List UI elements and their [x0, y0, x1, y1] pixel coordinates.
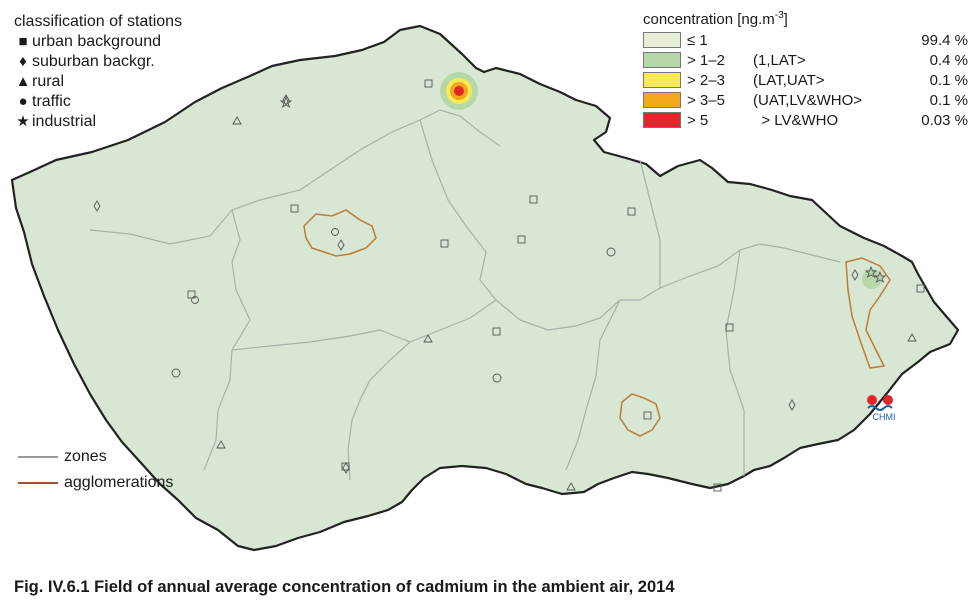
class-range: ≤ 1 [687, 31, 708, 49]
station-industrial [279, 95, 293, 109]
hotspot-ostrava [862, 269, 882, 289]
station-rural [232, 116, 242, 125]
station-suburban [851, 269, 859, 281]
zone-line-sample [18, 456, 58, 458]
station-urban-background [492, 327, 501, 336]
color-swatch [643, 52, 681, 68]
legend-item-urban-background: ■ urban background [14, 32, 182, 52]
station-traffic [331, 228, 339, 236]
concentration-class-row: > 5 > LV&WHO 0.03 % [643, 110, 968, 130]
station-suburban [93, 200, 101, 212]
station-traffic [606, 247, 616, 257]
legend-label: zones [64, 448, 107, 465]
agglomeration-prague [303, 209, 377, 257]
rural-icon: ▲ [15, 73, 31, 90]
legend-item-traffic: ● traffic [14, 92, 182, 112]
suburban-icon: ♦ [19, 53, 27, 70]
legend-item-suburban: ♦ suburban backgr. [14, 52, 182, 72]
agglomeration-ostrava [845, 257, 891, 369]
class-percent: 0.1 % [929, 71, 968, 89]
boundary-legend: zones agglomerations [18, 444, 173, 496]
station-legend-title: classification of stations [14, 13, 183, 30]
color-swatch [643, 112, 681, 128]
class-range: > 5 [687, 111, 709, 129]
station-rural [907, 333, 917, 342]
station-traffic [492, 373, 502, 383]
station-rural [423, 334, 433, 343]
station-urban-background [725, 323, 734, 332]
station-suburban [342, 462, 350, 474]
class-range: > 3–5 [687, 91, 725, 109]
station-urban-background [290, 204, 299, 213]
color-swatch [643, 72, 681, 88]
chmi-logo-icon [867, 395, 893, 411]
class-limit: (UAT,LV&WHO> [753, 91, 863, 109]
class-percent: 0.1 % [929, 91, 968, 109]
class-percent: 0.03 % [921, 111, 968, 129]
legend-label: traffic [32, 93, 71, 110]
station-suburban [337, 239, 345, 251]
industrial-icon: ★ [16, 113, 30, 130]
legend-label: industrial [32, 113, 97, 130]
station-urban-background [424, 79, 433, 88]
legend-label: agglomerations [64, 474, 174, 491]
station-industrial [864, 265, 878, 279]
hotspot-north-core [454, 86, 464, 96]
station-urban-background [187, 290, 196, 299]
color-swatch [643, 32, 681, 48]
class-range: > 2–3 [687, 71, 725, 89]
agglomeration-boundaries [303, 209, 891, 437]
station-urban-background [529, 195, 538, 204]
class-percent: 0.4 % [929, 51, 968, 69]
station-urban-background [713, 483, 722, 492]
figure-caption: Fig. IV.6.1 Field of annual average conc… [14, 578, 675, 596]
station-urban-background [643, 411, 652, 420]
station-urban-background [627, 207, 636, 216]
station-traffic [191, 296, 199, 304]
chmi-logo: CHMI [862, 392, 906, 422]
concentration-class-row: > 2–3 (LAT,UAT> 0.1 % [643, 70, 968, 90]
legend-item-agglomerations: agglomerations [18, 470, 173, 496]
station-suburban [788, 399, 796, 411]
color-swatch [643, 92, 681, 108]
legend-label: suburban backgr. [32, 53, 155, 70]
class-percent: 99.4 % [921, 31, 968, 49]
concentration-legend-title: concentration [ng.m-3] [643, 10, 968, 28]
class-range: > 1–2 [687, 51, 725, 69]
concentration-class-row: > 1–2 (1,LAT> 0.4 % [643, 50, 968, 70]
traffic-icon: ● [18, 93, 28, 110]
legend-item-zones: zones [18, 444, 173, 470]
concentration-class-row: > 3–5 (UAT,LV&WHO> 0.1 % [643, 90, 968, 110]
station-classification-legend: classification of stations ■ urban backg… [14, 12, 182, 132]
agglomeration-line-sample [18, 482, 58, 484]
agglomeration-brno [619, 393, 661, 437]
title-main: concentration [ng.m [643, 11, 775, 28]
urban-background-icon: ■ [18, 33, 28, 50]
concentration-hotspots [440, 72, 882, 289]
station-rural [216, 440, 226, 449]
zone-boundaries [89, 109, 841, 481]
legend-label: rural [32, 73, 65, 90]
station-traffic [171, 368, 181, 378]
station-urban-background [916, 284, 925, 293]
title-end: ] [783, 11, 788, 28]
legend-label: urban background [32, 33, 161, 50]
legend-item-rural: ▲ rural [14, 72, 182, 92]
station-rural [566, 482, 576, 491]
concentration-class-row: ≤ 1 99.4 % [643, 30, 968, 50]
station-industrial [873, 270, 887, 284]
legend-item-industrial: ★ industrial [14, 112, 182, 132]
station-urban-background [517, 235, 526, 244]
class-limit: > LV&WHO [753, 111, 839, 129]
class-limit: (LAT,UAT> [753, 71, 825, 89]
station-markers [93, 79, 925, 492]
country-outline [10, 24, 960, 552]
station-urban-background [440, 239, 449, 248]
class-limit: (1,LAT> [753, 51, 806, 69]
chmi-logo-text: CHMI [872, 412, 896, 422]
title-superscript: -3 [774, 10, 784, 21]
concentration-legend: concentration [ng.m-3] ≤ 1 99.4 % > 1–2 … [643, 10, 968, 130]
